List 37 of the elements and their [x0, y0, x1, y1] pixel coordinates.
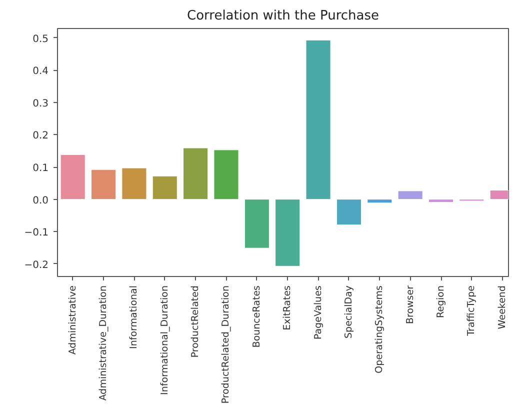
y-tick-label: 0.1	[32, 163, 49, 174]
x-tick-label: Region	[436, 285, 447, 318]
x-tick-label: BounceRates	[251, 285, 262, 348]
y-tick-label: 0.0	[32, 195, 49, 206]
bar	[183, 148, 208, 200]
bar	[214, 150, 239, 200]
y-tick-label: −0.2	[24, 260, 49, 271]
bar	[91, 169, 116, 200]
x-tick-label: OperatingSystems	[374, 285, 386, 374]
x-tick-label: PageValues	[312, 285, 324, 340]
y-tick-label: −0.1	[24, 228, 49, 239]
bar	[367, 199, 392, 204]
bar	[336, 199, 362, 226]
x-tick-label: Informational	[128, 286, 140, 349]
x-tick-label: ProductRelated	[190, 285, 202, 358]
y-tick-label: 0.5	[32, 34, 49, 45]
x-tick-label: ExitRates	[282, 285, 294, 330]
chart-title: Correlation with the Purchase	[186, 8, 380, 24]
x-tick-label: TrafficType	[466, 285, 478, 337]
bar	[306, 40, 331, 200]
x-tick-label: Administrative	[67, 285, 78, 355]
bar	[60, 154, 86, 200]
y-tick-label: 0.4	[32, 66, 49, 78]
x-tick-label: SpecialDay	[343, 285, 354, 338]
x-tick-label: Administrative_Duration	[98, 285, 110, 401]
bar	[122, 168, 147, 200]
bar	[398, 190, 423, 200]
bar	[275, 199, 300, 266]
bar	[428, 199, 454, 202]
y-tick-label: 0.3	[32, 98, 49, 110]
y-tick-label: 0.2	[32, 130, 49, 142]
x-tick-label: Browser	[404, 285, 416, 324]
x-tick-label: Informational_Duration	[159, 285, 170, 395]
x-tick-label: ProductRelated_Duration	[220, 285, 232, 404]
bar	[244, 199, 270, 248]
x-tick-label: Weekend	[496, 285, 508, 330]
bar	[152, 176, 178, 200]
